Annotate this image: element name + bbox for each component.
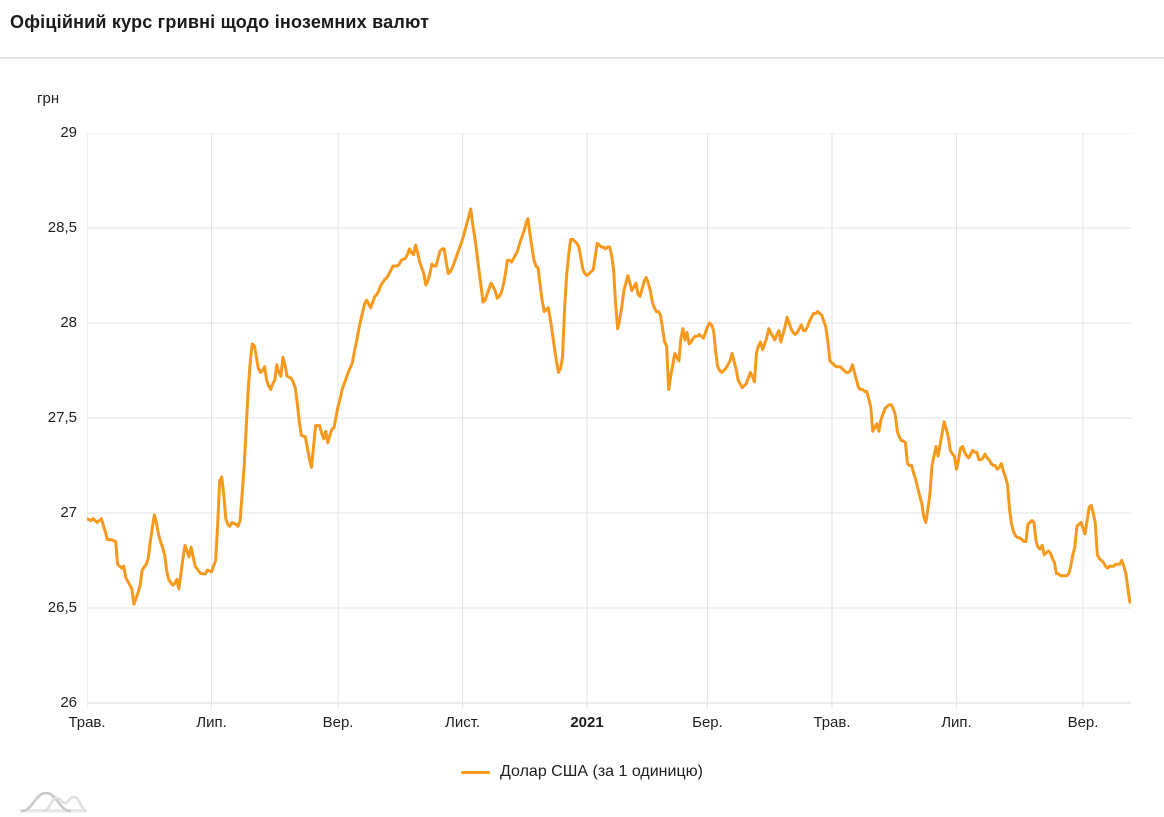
x-tick-label: Вер. — [1067, 714, 1099, 731]
legend: Долар США (за 1 одиницю) — [0, 759, 1164, 785]
x-tick-label: Лип. — [941, 714, 972, 731]
x-tick-label: Трав. — [68, 714, 106, 731]
y-tick-label: 26,5 — [47, 599, 77, 616]
legend-item-usd[interactable]: Долар США (за 1 одиницю) — [461, 763, 703, 781]
header: Офіційний курс гривні щодо іноземних вал… — [0, 0, 1164, 57]
amcharts-logo[interactable] — [19, 790, 89, 814]
x-tick-label: Лип. — [196, 714, 227, 731]
legend-label: Долар США (за 1 одиницю) — [500, 763, 703, 780]
y-tick-label: 28,5 — [47, 219, 77, 236]
x-tick-label: Вер. — [322, 714, 354, 731]
x-tick-label: Лист. — [444, 714, 481, 731]
plot-area[interactable] — [87, 133, 1131, 709]
y-tick-label: 27,5 — [47, 409, 77, 426]
y-tick-label: 29 — [60, 124, 77, 141]
x-tick-label: 2021 — [570, 714, 604, 731]
header-divider — [0, 57, 1164, 59]
y-tick-label: 28 — [60, 314, 77, 331]
legend-line-marker — [461, 770, 491, 774]
x-tick-label: Трав. — [813, 714, 851, 731]
page-title: Офіційний курс гривні щодо іноземних вал… — [10, 12, 430, 32]
y-tick-label: 27 — [60, 504, 77, 521]
y-tick-label: 26 — [60, 694, 77, 711]
series-line-usd[interactable] — [87, 207, 1131, 606]
x-tick-label: Бер. — [692, 714, 723, 731]
y-axis-unit-label: грн — [37, 90, 60, 107]
chart-container: грн 29 28,5 28 27,5 27 26,5 26 Трав. Лип. Вер. Ли… — [0, 59, 1164, 817]
